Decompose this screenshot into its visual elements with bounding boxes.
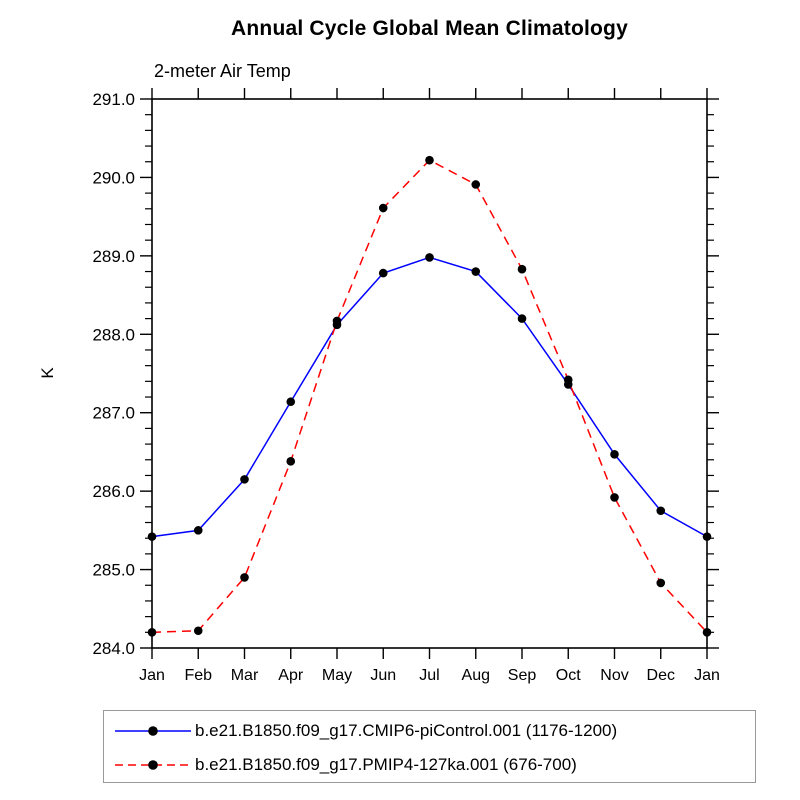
x-tick-label: Mar: [231, 667, 259, 684]
legend-item-picontrol: b.e21.B1850.f09_g17.CMIP6-piControl.001 …: [111, 721, 617, 741]
y-tick-label: 290.0: [92, 168, 135, 187]
data-point-marker-1: [378, 203, 388, 213]
x-tick-label: Aug: [462, 667, 490, 684]
y-tick-label: 285.0: [92, 561, 135, 580]
data-point-marker-0: [610, 449, 619, 459]
data-point-marker-1: [656, 578, 666, 588]
x-tick-label: Jul: [419, 667, 439, 684]
x-tick-label: Jun: [370, 667, 396, 684]
legend-sample-marker-1: [148, 760, 158, 770]
data-point-marker-0: [656, 506, 666, 516]
data-point-marker-0: [517, 314, 527, 323]
plot-frame: [151, 98, 708, 649]
chart-subtitle: 2-meter Air Temp: [154, 61, 291, 81]
data-point-marker-0: [378, 268, 388, 278]
data-point-marker-1: [240, 573, 249, 582]
data-point-marker-1: [332, 316, 342, 326]
data-point-marker-0: [240, 475, 249, 484]
data-point-marker-0: [425, 253, 434, 262]
data-point-marker-1: [147, 628, 157, 637]
data-point-marker-0: [147, 532, 157, 541]
data-point-marker-1: [425, 155, 434, 165]
x-tick-label: Apr: [278, 667, 304, 684]
data-point-marker-1: [471, 180, 481, 189]
data-point-marker-1: [286, 457, 296, 466]
x-tick-label: May: [322, 667, 352, 684]
legend-label-picontrol: b.e21.B1850.f09_g17.CMIP6-piControl.001 …: [195, 721, 618, 740]
x-tick-label: Jan: [694, 667, 720, 684]
x-tick-label: Sep: [508, 667, 537, 684]
data-point-marker-0: [702, 532, 712, 541]
data-point-marker-0: [471, 267, 481, 276]
series-line-0: [151, 256, 708, 538]
x-tick-label: Nov: [600, 667, 628, 684]
data-point-marker-0: [193, 526, 203, 535]
legend-label-pmip4: b.e21.B1850.f09_g17.PMIP4-127ka.001 (676…: [195, 755, 577, 774]
y-tick-label: 287.0: [92, 404, 135, 423]
legend-sample-marker-0: [148, 726, 158, 736]
data-point-marker-1: [610, 493, 619, 502]
legend-line-sample-solid: [115, 726, 191, 736]
x-tick-label: Jan: [139, 667, 165, 684]
y-tick-label: 291.0: [92, 90, 135, 109]
legend-box: b.e21.B1850.f09_g17.CMIP6-piControl.001 …: [103, 710, 756, 783]
data-point-marker-1: [702, 628, 712, 637]
y-tick-label: 286.0: [92, 482, 135, 501]
x-tick-label: Oct: [556, 667, 581, 684]
legend-line-sample-dashed: [115, 760, 191, 770]
data-point-marker-1: [193, 626, 203, 636]
series-line-1: [151, 159, 708, 634]
x-tick-label: Feb: [184, 667, 212, 684]
chart-title: Annual Cycle Global Mean Climatology: [231, 17, 628, 40]
y-tick-label: 284.0: [92, 639, 135, 658]
data-point-marker-0: [286, 397, 296, 407]
data-point-marker-1: [517, 264, 527, 274]
data-point-marker-1: [563, 375, 573, 385]
y-tick-label: 288.0: [92, 325, 135, 344]
x-tick-label: Dec: [647, 667, 675, 684]
legend-item-pmip4: b.e21.B1850.f09_g17.PMIP4-127ka.001 (676…: [111, 755, 577, 775]
y-tick-label: 289.0: [92, 247, 135, 266]
